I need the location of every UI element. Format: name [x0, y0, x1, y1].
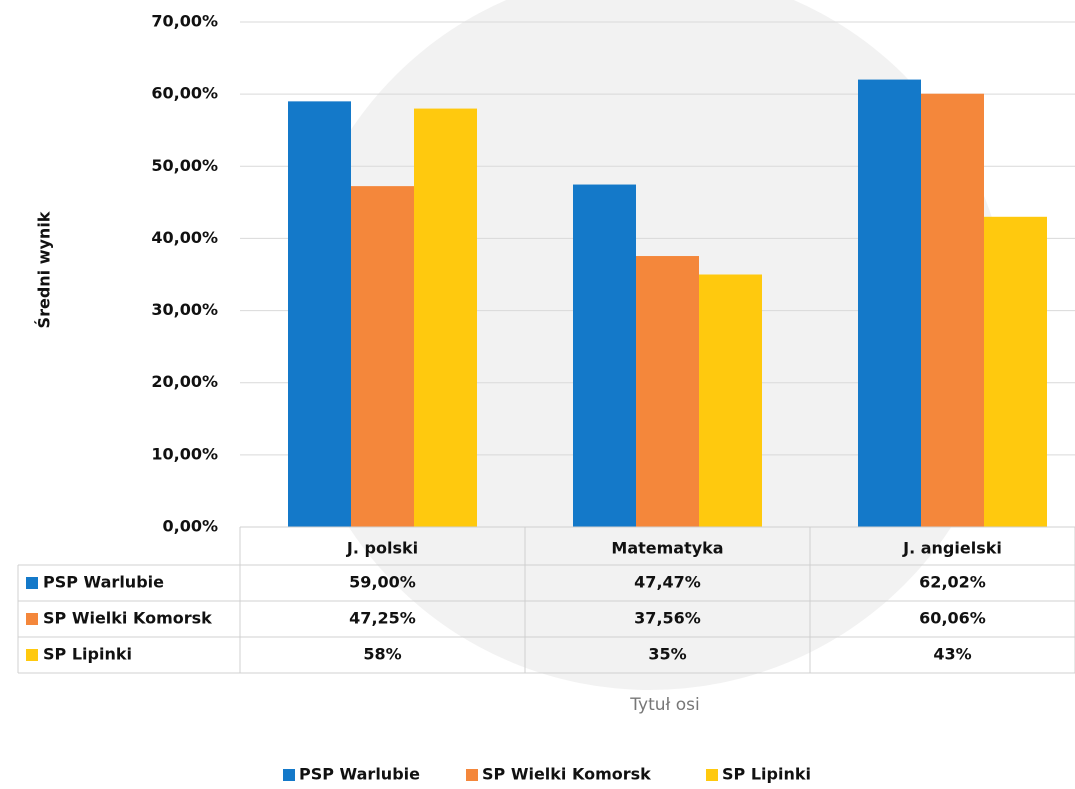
bar	[288, 101, 351, 527]
x-tick-label: J. polski	[346, 539, 418, 558]
bar	[573, 184, 636, 528]
table-series-name: SP Lipinki	[43, 645, 132, 664]
y-tick-label: 40,00%	[151, 228, 218, 247]
bar	[858, 79, 921, 527]
table-series-name: SP Wielki Komorsk	[43, 609, 212, 628]
data-label: 60,06%	[919, 609, 986, 628]
y-axis-title: Średni wynik	[35, 211, 54, 328]
y-tick-label: 60,00%	[151, 84, 218, 103]
data-label: 58%	[363, 645, 401, 664]
data-label: 62,02%	[919, 573, 986, 592]
bar	[699, 274, 762, 527]
x-axis-title: Tytuł osi	[629, 695, 699, 715]
table-series-name: PSP Warlubie	[43, 573, 164, 592]
x-tick-label: Matematyka	[611, 539, 723, 558]
table-legend-key	[26, 613, 38, 625]
y-tick-label: 0,00%	[162, 517, 218, 536]
y-tick-label: 10,00%	[151, 444, 218, 463]
legend-key	[466, 769, 478, 781]
data-label: 47,47%	[634, 573, 701, 592]
data-label: 43%	[933, 645, 971, 664]
legend-label: SP Lipinki	[722, 765, 811, 784]
data-label: 59,00%	[349, 573, 416, 592]
table-legend-key	[26, 649, 38, 661]
bar	[414, 108, 477, 528]
bar	[351, 186, 414, 527]
bar	[984, 216, 1047, 528]
data-label: 35%	[648, 645, 686, 664]
y-tick-label: 30,00%	[151, 300, 218, 319]
bar	[636, 256, 699, 527]
legend-key	[706, 769, 718, 781]
legend-label: SP Wielki Komorsk	[482, 765, 651, 784]
y-tick-label: 20,00%	[151, 372, 218, 391]
bar	[921, 93, 984, 528]
data-label: 47,25%	[349, 609, 416, 628]
data-label: 37,56%	[634, 609, 701, 628]
legend-label: PSP Warlubie	[299, 765, 420, 784]
y-tick-label: 70,00%	[151, 12, 218, 31]
x-tick-label: J. angielski	[902, 539, 1002, 558]
table-legend-key	[26, 577, 38, 589]
y-tick-label: 50,00%	[151, 156, 218, 175]
legend-key	[283, 769, 295, 781]
